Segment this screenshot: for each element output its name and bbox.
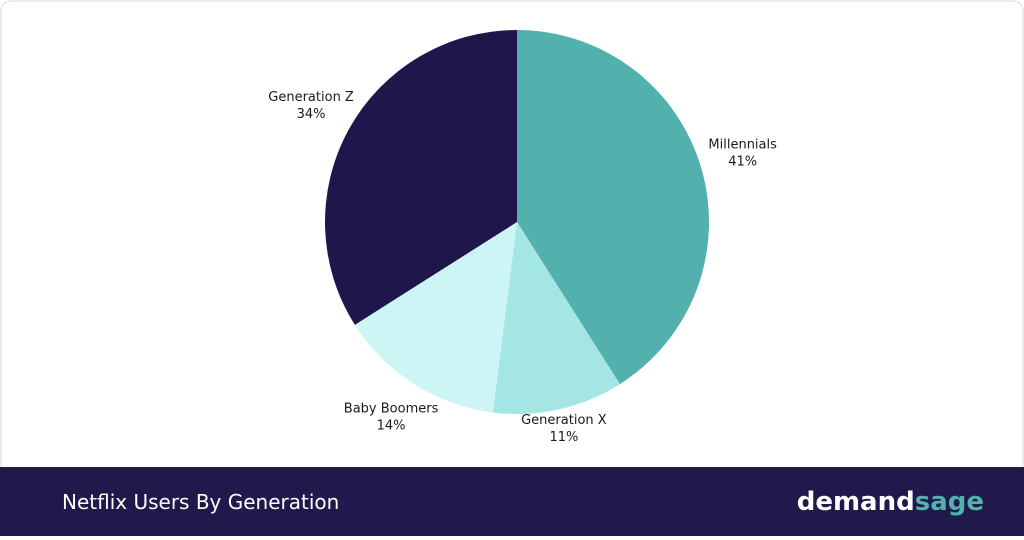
- pie-slice: [492, 222, 620, 414]
- slice-label: Generation Z: [268, 90, 354, 105]
- slice-label: Generation X: [521, 413, 607, 428]
- pie-slice: [354, 222, 517, 413]
- slice-value-label: 14%: [377, 418, 406, 433]
- slice-value-label: 41%: [728, 154, 757, 169]
- footer: [0, 467, 1024, 536]
- pie-slice: [517, 30, 710, 385]
- slice-label: Baby Boomers: [344, 401, 439, 416]
- brand-first: demand: [797, 487, 915, 517]
- slice-value-label: 34%: [297, 107, 326, 122]
- slice-label: Millennials: [708, 137, 777, 152]
- brand: demandsage: [797, 487, 984, 517]
- brand-second: sage: [915, 487, 984, 517]
- pie-slice: [325, 30, 517, 325]
- slice-value-label: 11%: [549, 430, 578, 445]
- chart-title: Netflix Users By Generation: [62, 490, 339, 514]
- pie: Millennials 41% Generation X 11% Baby Boomer…: [268, 30, 777, 445]
